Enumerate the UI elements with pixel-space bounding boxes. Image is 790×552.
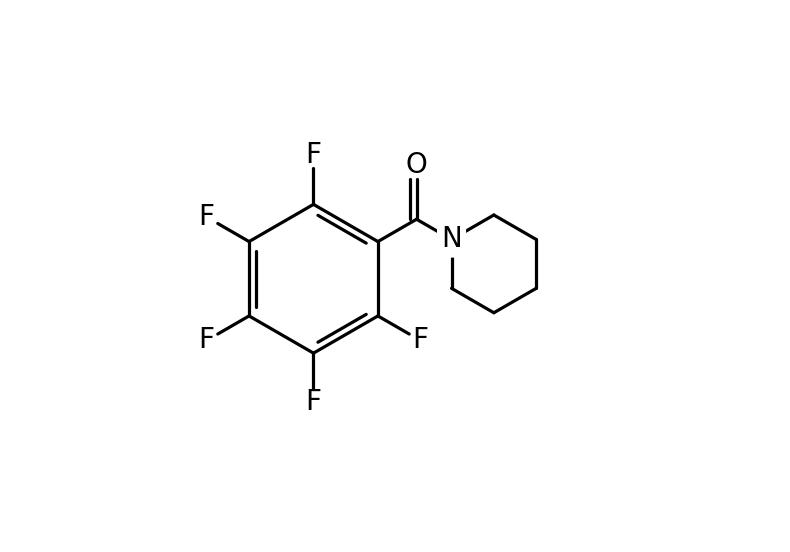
Text: N: N bbox=[441, 225, 462, 253]
Text: F: F bbox=[412, 326, 428, 354]
Text: O: O bbox=[406, 151, 427, 179]
Text: F: F bbox=[199, 203, 215, 231]
Text: F: F bbox=[199, 326, 215, 354]
Text: F: F bbox=[306, 141, 322, 169]
Text: F: F bbox=[306, 388, 322, 416]
